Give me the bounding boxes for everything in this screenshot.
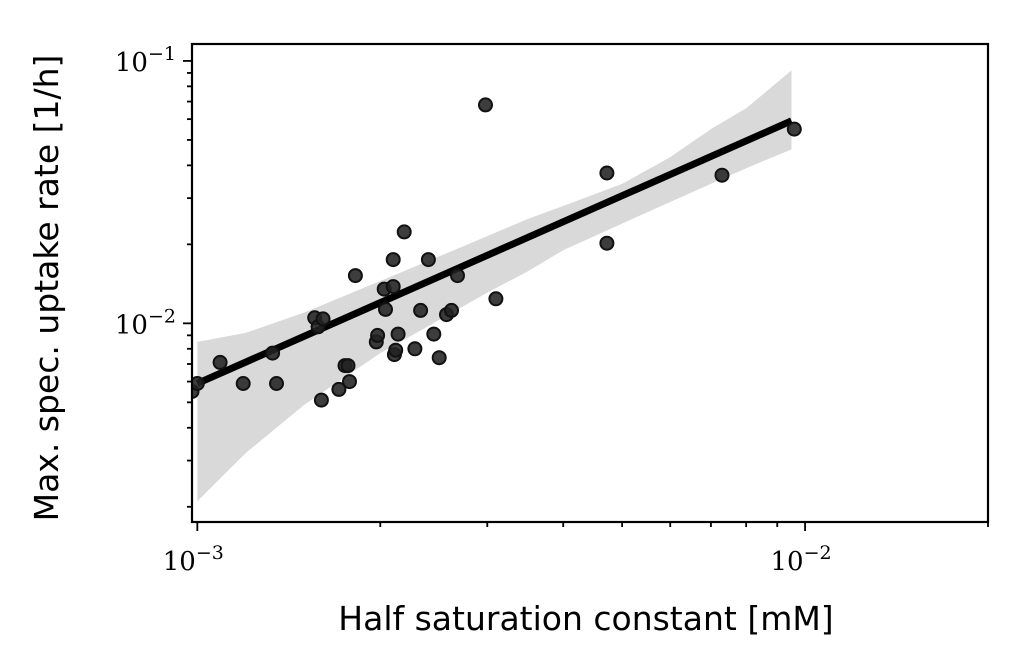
data-point bbox=[235, 376, 251, 391]
data-point bbox=[347, 268, 363, 284]
data-point bbox=[385, 252, 401, 268]
data-point bbox=[313, 392, 329, 408]
data-point bbox=[385, 279, 401, 295]
y-tick-label-base: 10 bbox=[115, 48, 148, 78]
data-point bbox=[342, 374, 357, 390]
data-point bbox=[431, 350, 447, 366]
data-point bbox=[426, 326, 442, 342]
x-tick-label-exponent: −3 bbox=[196, 542, 224, 564]
data-point bbox=[331, 381, 347, 397]
data-point bbox=[192, 376, 205, 391]
data-point bbox=[269, 376, 284, 391]
y-tick-label: 10−1 bbox=[115, 43, 176, 78]
y-tick-label-base: 10 bbox=[115, 310, 148, 340]
data-points bbox=[192, 97, 802, 408]
data-point bbox=[599, 235, 615, 251]
axes-frame bbox=[190, 42, 990, 524]
data-point bbox=[599, 165, 615, 181]
data-point bbox=[450, 268, 465, 284]
data-point bbox=[407, 341, 423, 357]
y-tick-label: 10−2 bbox=[115, 305, 176, 340]
data-point bbox=[714, 167, 730, 183]
y-tick-label-exponent: −2 bbox=[148, 305, 176, 327]
ticks bbox=[183, 60, 989, 531]
regression-line bbox=[195, 117, 793, 387]
data-point bbox=[488, 291, 504, 307]
data-point bbox=[786, 121, 802, 137]
data-point bbox=[212, 354, 228, 370]
data-point bbox=[396, 224, 412, 240]
y-tick-label-exponent: −1 bbox=[148, 43, 176, 65]
x-tick-label-base: 10 bbox=[163, 547, 196, 577]
data-point bbox=[378, 301, 393, 317]
x-tick-label: 10−2 bbox=[771, 542, 832, 577]
data-point bbox=[265, 345, 281, 361]
x-tick-label-base: 10 bbox=[771, 547, 804, 577]
data-point bbox=[370, 327, 386, 343]
x-tick-label-exponent: −2 bbox=[804, 542, 832, 564]
data-point bbox=[388, 342, 404, 358]
x-tick-label: 10−3 bbox=[163, 542, 224, 577]
data-point bbox=[413, 302, 429, 318]
data-point bbox=[340, 358, 356, 374]
data-point bbox=[444, 302, 459, 318]
data-point bbox=[420, 252, 436, 268]
x-axis-label: Half saturation constant [mM] bbox=[338, 599, 833, 638]
data-point bbox=[390, 326, 406, 342]
data-point bbox=[478, 97, 493, 113]
plot-area: 10−3 10−210−210−1 bbox=[115, 42, 990, 577]
data-point bbox=[315, 311, 331, 327]
confidence-band bbox=[197, 70, 792, 502]
y-axis-label: Max. spec. uptake rate [1/h] bbox=[27, 55, 66, 522]
